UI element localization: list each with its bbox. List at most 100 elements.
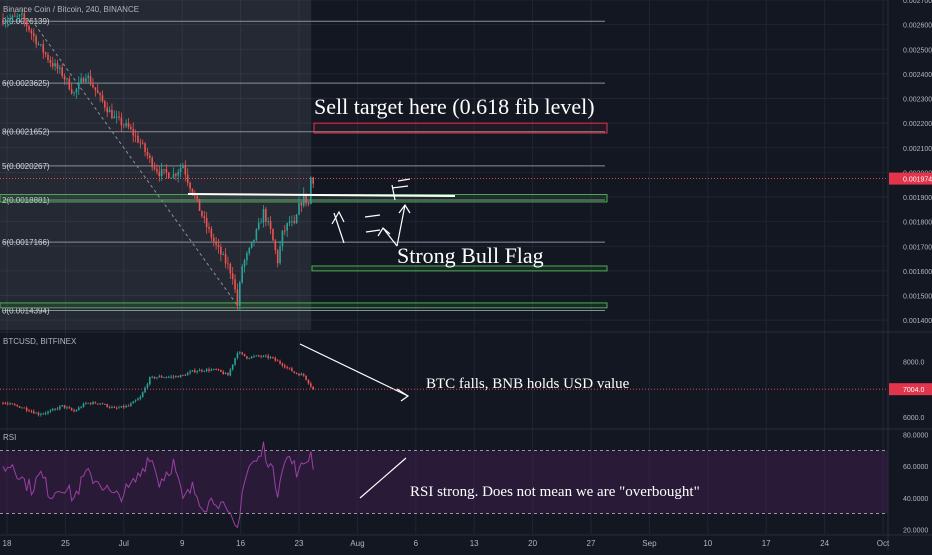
time-tick-label: Oct bbox=[877, 539, 890, 548]
btc-candle-body bbox=[92, 402, 94, 405]
bnb-candle-body bbox=[279, 246, 281, 264]
bnb-candle-body bbox=[149, 155, 151, 158]
bnb-candle-body bbox=[68, 78, 71, 90]
btc-candle-body bbox=[70, 408, 73, 411]
time-tick-label: 6 bbox=[414, 539, 419, 548]
time-tick-label: Sep bbox=[642, 539, 657, 548]
btc-candle-body bbox=[172, 376, 175, 378]
bnb-candle-body bbox=[265, 209, 267, 222]
bnb-candle-body bbox=[137, 135, 139, 143]
btc-candle-body bbox=[9, 403, 11, 405]
time-tick-label: Jul bbox=[119, 539, 129, 548]
bnb-candle-body bbox=[120, 117, 123, 126]
trend-drawing-line bbox=[365, 229, 381, 233]
btc-candle-body bbox=[127, 405, 130, 407]
trend-drawing-line bbox=[299, 343, 409, 397]
btc-candle-body bbox=[220, 369, 222, 372]
bnb-candle-body bbox=[85, 78, 87, 83]
bnb-candle-body bbox=[302, 193, 305, 206]
bnb-candle-body bbox=[118, 116, 120, 118]
bull-flag-annotation: Strong Bull Flag bbox=[397, 243, 544, 268]
btc-candle-body bbox=[30, 411, 33, 413]
bnb-candle-body bbox=[239, 282, 241, 306]
fib-level-label: 6(0.0017166) bbox=[2, 238, 50, 247]
bnb-candle-body bbox=[286, 223, 288, 231]
btc-candle-body bbox=[231, 364, 234, 370]
bnb-candle-body bbox=[63, 76, 66, 80]
bnb-candle-body bbox=[141, 142, 144, 144]
btc-candle-body bbox=[210, 369, 213, 371]
bnb-candle-body bbox=[177, 172, 180, 176]
bnb-candle-body bbox=[291, 220, 293, 222]
arrow-line bbox=[396, 204, 406, 247]
btc-candle-body bbox=[125, 405, 127, 408]
bnb-candle-body bbox=[288, 221, 291, 224]
bnb-candle-body bbox=[215, 241, 217, 245]
btc-candle-body bbox=[141, 392, 144, 398]
bnb-candle-body bbox=[250, 241, 253, 248]
rsi-annotation: RSI strong. Does not mean we are "overbo… bbox=[410, 484, 700, 500]
btc-candle-body bbox=[61, 405, 63, 407]
bnb-candle-body bbox=[104, 101, 106, 108]
btc-candle-body bbox=[265, 355, 267, 357]
bnb-candle-body bbox=[115, 116, 118, 118]
bnb-candle-body bbox=[272, 229, 274, 241]
btc-candle-body bbox=[196, 371, 198, 373]
btc-candle-body bbox=[122, 406, 125, 408]
bnb-candle-body bbox=[201, 210, 203, 217]
btc-candles bbox=[2, 351, 315, 417]
btc-candle-body bbox=[11, 403, 14, 405]
btc-candle-body bbox=[239, 352, 241, 354]
bnb-candle-body bbox=[224, 253, 227, 264]
btc-candle-body bbox=[186, 373, 189, 376]
bnb-candle-body bbox=[305, 193, 307, 204]
bnb-candle-body bbox=[198, 198, 201, 211]
btc-candle-body bbox=[16, 405, 19, 407]
bnb-candle-body bbox=[35, 36, 37, 45]
btc-candle-body bbox=[153, 376, 156, 379]
btc-candle-body bbox=[28, 410, 30, 412]
time-axis: 18 25 Jul 9 16 23 Aug 6 13 20 27 Sep 10 17 24 Oct bbox=[3, 539, 890, 548]
fib-level-label: 8(0.0021652) bbox=[2, 128, 50, 137]
bnb-candle-body bbox=[21, 13, 23, 15]
bnb-candle-body bbox=[156, 168, 158, 172]
bnb-candle-body bbox=[151, 157, 153, 168]
btc-candle-body bbox=[222, 371, 225, 375]
btc-candle-body bbox=[208, 369, 210, 371]
bnb-candle-body bbox=[77, 82, 80, 89]
bnb-candle-body bbox=[310, 177, 312, 204]
btc-candle-body bbox=[170, 376, 172, 378]
btc-candle-body bbox=[194, 370, 196, 373]
bnb-candle-body bbox=[6, 20, 9, 22]
bnb-candle-body bbox=[75, 88, 78, 93]
btc-candle-body bbox=[35, 412, 37, 414]
bnb-candle-body bbox=[11, 15, 14, 19]
time-tick-label: 17 bbox=[762, 539, 771, 548]
bnb-candle-body bbox=[146, 151, 149, 156]
bnb-candle-body bbox=[189, 182, 191, 189]
btc-candle-body bbox=[158, 376, 161, 378]
last-price-label: 0.0019749 bbox=[903, 177, 932, 184]
btc-candle-body bbox=[212, 368, 215, 370]
price-tick-label: 40.0000 bbox=[903, 496, 928, 503]
selection-region bbox=[0, 0, 312, 330]
btc-candle-body bbox=[198, 369, 201, 372]
btc-candle-body bbox=[96, 403, 99, 405]
btc-candle-body bbox=[44, 413, 47, 414]
bnb-candle-body bbox=[248, 247, 251, 254]
last-price-tag bbox=[889, 172, 932, 185]
btc-candle-body bbox=[51, 409, 54, 411]
btc-candle-body bbox=[54, 408, 56, 410]
bnb-candle-body bbox=[61, 67, 63, 77]
btc-candle-body bbox=[82, 403, 85, 408]
bnb-candle-body bbox=[257, 222, 260, 230]
btc-candle-body bbox=[149, 377, 151, 385]
btc-candle-body bbox=[49, 410, 52, 412]
btc-candle-body bbox=[167, 376, 170, 378]
bnb-candle-body bbox=[111, 109, 113, 119]
btc-candle-body bbox=[6, 403, 9, 405]
